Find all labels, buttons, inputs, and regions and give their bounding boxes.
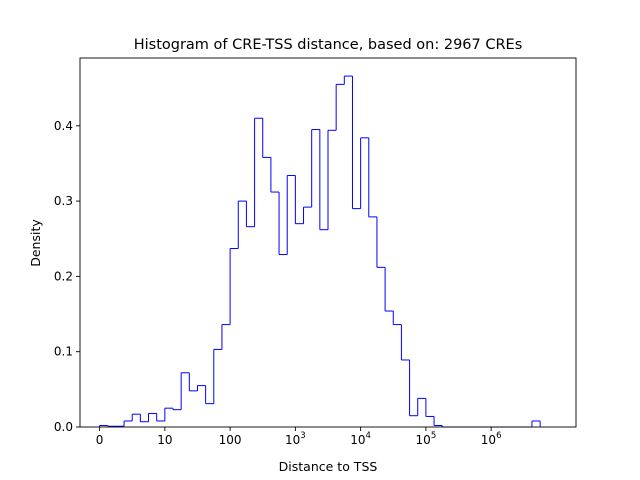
histogram-bin xyxy=(531,420,541,427)
x-tick-label: 104 xyxy=(350,431,371,447)
histogram-bin xyxy=(139,414,149,423)
histogram-bin xyxy=(245,201,255,228)
histogram-bin xyxy=(409,359,418,417)
plot-area xyxy=(99,75,541,428)
histogram-bin xyxy=(286,174,296,255)
histogram-bin xyxy=(392,311,402,326)
histogram-bin xyxy=(433,416,443,426)
plot-frame xyxy=(79,57,577,428)
histogram-bin xyxy=(360,137,369,209)
x-tick-label: 10 xyxy=(157,433,172,447)
y-tick: 0.4 xyxy=(54,119,80,133)
histogram-bin xyxy=(319,129,328,231)
x-tick: 104 xyxy=(350,427,371,447)
y-tick: 0.2 xyxy=(54,269,80,283)
histogram-bin xyxy=(270,157,280,193)
y-tick-label: 0.4 xyxy=(54,119,73,133)
y-axis-label: Density xyxy=(28,219,43,267)
x-tick: 10 xyxy=(157,427,172,447)
x-axis: 0 10 100 103 104 105 106 xyxy=(96,427,502,447)
histogram-bin xyxy=(384,267,394,312)
histogram-bin xyxy=(180,372,190,410)
histogram-bin xyxy=(311,129,320,208)
histogram-bin xyxy=(254,117,263,227)
histogram-bin xyxy=(351,76,361,210)
histogram-bin xyxy=(188,372,198,392)
x-tick: 105 xyxy=(416,427,437,447)
histogram-bin xyxy=(156,413,165,422)
y-tick-label: 0.0 xyxy=(54,420,73,434)
histogram-bin xyxy=(417,397,426,416)
x-tick-label: 105 xyxy=(416,431,437,447)
x-tick-label: 0 xyxy=(96,433,104,447)
histogram-bin xyxy=(107,425,116,427)
histogram-bin xyxy=(262,118,271,158)
histogram-bin xyxy=(213,348,222,404)
histogram-bin xyxy=(221,324,231,350)
histogram-bin xyxy=(205,385,214,405)
histogram-bin xyxy=(400,324,410,361)
histogram-bin xyxy=(303,206,312,224)
histogram-bin xyxy=(335,83,345,131)
chart-title: Histogram of CRE-TSS distance, based on:… xyxy=(134,37,523,53)
y-tick-label: 0.3 xyxy=(54,194,73,208)
histogram-bin xyxy=(294,175,304,225)
histogram-bin xyxy=(425,398,435,417)
x-tick: 0 xyxy=(96,427,104,447)
histogram-bin xyxy=(343,75,353,85)
histogram-bin xyxy=(229,248,239,325)
y-tick: 0.3 xyxy=(54,194,80,208)
x-tick: 100 xyxy=(219,427,242,447)
histogram-bin xyxy=(237,200,247,249)
histogram-bin xyxy=(376,216,386,268)
x-axis-label: Distance to TSS xyxy=(279,459,378,474)
x-tick: 106 xyxy=(481,427,502,447)
y-tick: 0.0 xyxy=(54,420,80,434)
y-tick: 0.1 xyxy=(54,345,80,359)
y-tick-label: 0.2 xyxy=(54,269,73,283)
histogram-bin xyxy=(278,192,288,256)
x-tick-label: 100 xyxy=(219,433,242,447)
histogram-bin xyxy=(368,137,377,218)
histogram-bin xyxy=(164,407,173,421)
histogram-bin xyxy=(131,413,141,421)
histogram-bin xyxy=(327,129,337,230)
histogram-bin xyxy=(123,420,133,427)
histogram-bin xyxy=(196,385,206,391)
histogram-bin xyxy=(148,412,157,422)
x-tick: 103 xyxy=(285,427,306,447)
x-tick-label: 103 xyxy=(285,431,306,447)
y-tick-label: 0.1 xyxy=(54,345,73,359)
y-axis: 0.0 0.1 0.2 0.3 0.4 xyxy=(54,119,80,434)
histogram-bin xyxy=(172,408,182,411)
x-tick-label: 106 xyxy=(481,431,502,447)
